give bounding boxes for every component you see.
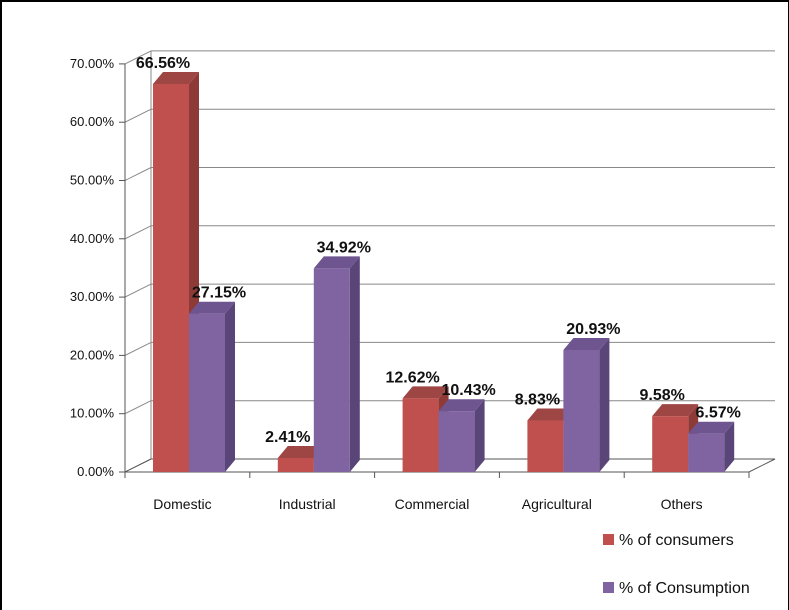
y-tick-label: 20.00% xyxy=(70,347,115,362)
legend-swatch xyxy=(603,534,614,545)
data-label: 20.93% xyxy=(566,321,620,338)
bar-side xyxy=(474,399,485,472)
bar-side xyxy=(349,256,360,472)
bar-top xyxy=(688,421,735,434)
bar-top xyxy=(402,386,449,399)
bar xyxy=(688,421,735,472)
bar-top xyxy=(313,256,360,269)
gridline-diagonal xyxy=(124,50,152,65)
x-category-label: Others xyxy=(661,496,703,512)
legend-label: % of Consumption xyxy=(619,580,750,597)
bar-top xyxy=(563,337,610,350)
gridline-diagonal xyxy=(124,400,152,415)
bar-front xyxy=(402,398,439,472)
data-label: 2.41% xyxy=(265,429,310,446)
gridline-diagonal xyxy=(124,283,152,298)
bar-front xyxy=(313,268,350,472)
bar-top xyxy=(153,71,199,84)
bar-front xyxy=(277,457,314,472)
bar-top xyxy=(189,301,235,314)
y-tick-label: 50.00% xyxy=(70,173,115,188)
bar xyxy=(563,337,610,472)
y-tick-label: 40.00% xyxy=(70,231,115,246)
bar-top xyxy=(438,399,485,412)
x-axis: Domestic Industrial Commercial Agricultural… xyxy=(124,472,750,512)
bar xyxy=(189,301,235,472)
bar-front xyxy=(438,411,475,472)
data-label: 27.15% xyxy=(192,285,246,302)
x-category-label: Domestic xyxy=(153,496,211,512)
gridline-diagonal xyxy=(124,225,152,240)
bar-front xyxy=(688,433,725,472)
y-axis: 0.00% 10.00% 20.00% 30.00% 40.00% 50.00% 60.00… xyxy=(70,56,126,479)
y-tick-label: 10.00% xyxy=(70,406,115,421)
data-label: 10.43% xyxy=(441,382,495,399)
data-label: 66.56% xyxy=(136,55,190,72)
y-tick-label: 0.00% xyxy=(77,464,114,479)
bar-top xyxy=(277,445,324,458)
bar-top xyxy=(652,404,699,417)
gridline-diagonal xyxy=(124,167,152,181)
gridline-diagonal xyxy=(124,108,152,123)
bar-side xyxy=(225,301,235,472)
data-label: 34.92% xyxy=(317,239,371,256)
legend-swatch xyxy=(603,582,614,593)
bar-side xyxy=(724,421,735,472)
data-label: 8.83% xyxy=(515,392,560,409)
data-label: 9.58% xyxy=(640,387,685,404)
legend-label: % of consumers xyxy=(619,532,734,549)
data-labels: 66.56% 27.15% 2.41% 34.92% 12.62%10.43% 8.83%… xyxy=(136,55,741,446)
bar-front xyxy=(652,416,689,472)
bar-front xyxy=(527,420,564,472)
data-label: 6.57% xyxy=(696,405,741,422)
gridline-diagonal xyxy=(124,341,152,356)
x-category-label: Industrial xyxy=(279,496,336,512)
x-category-label: Commercial xyxy=(395,496,470,512)
y-tick-label: 30.00% xyxy=(70,289,115,304)
bars xyxy=(153,71,735,472)
bar-side xyxy=(599,337,610,472)
bar xyxy=(313,256,360,472)
legend: % of consumers % of Consumption xyxy=(603,532,750,597)
bar-front xyxy=(153,83,189,472)
bar-front xyxy=(563,349,600,472)
bar xyxy=(438,399,485,472)
y-tick-label: 70.00% xyxy=(70,56,115,71)
y-tick-label: 60.00% xyxy=(70,114,115,129)
bar-top xyxy=(527,408,574,421)
x-category-label: Agricultural xyxy=(522,496,592,512)
data-label: 12.62% xyxy=(385,369,439,386)
bar-front xyxy=(189,313,225,472)
